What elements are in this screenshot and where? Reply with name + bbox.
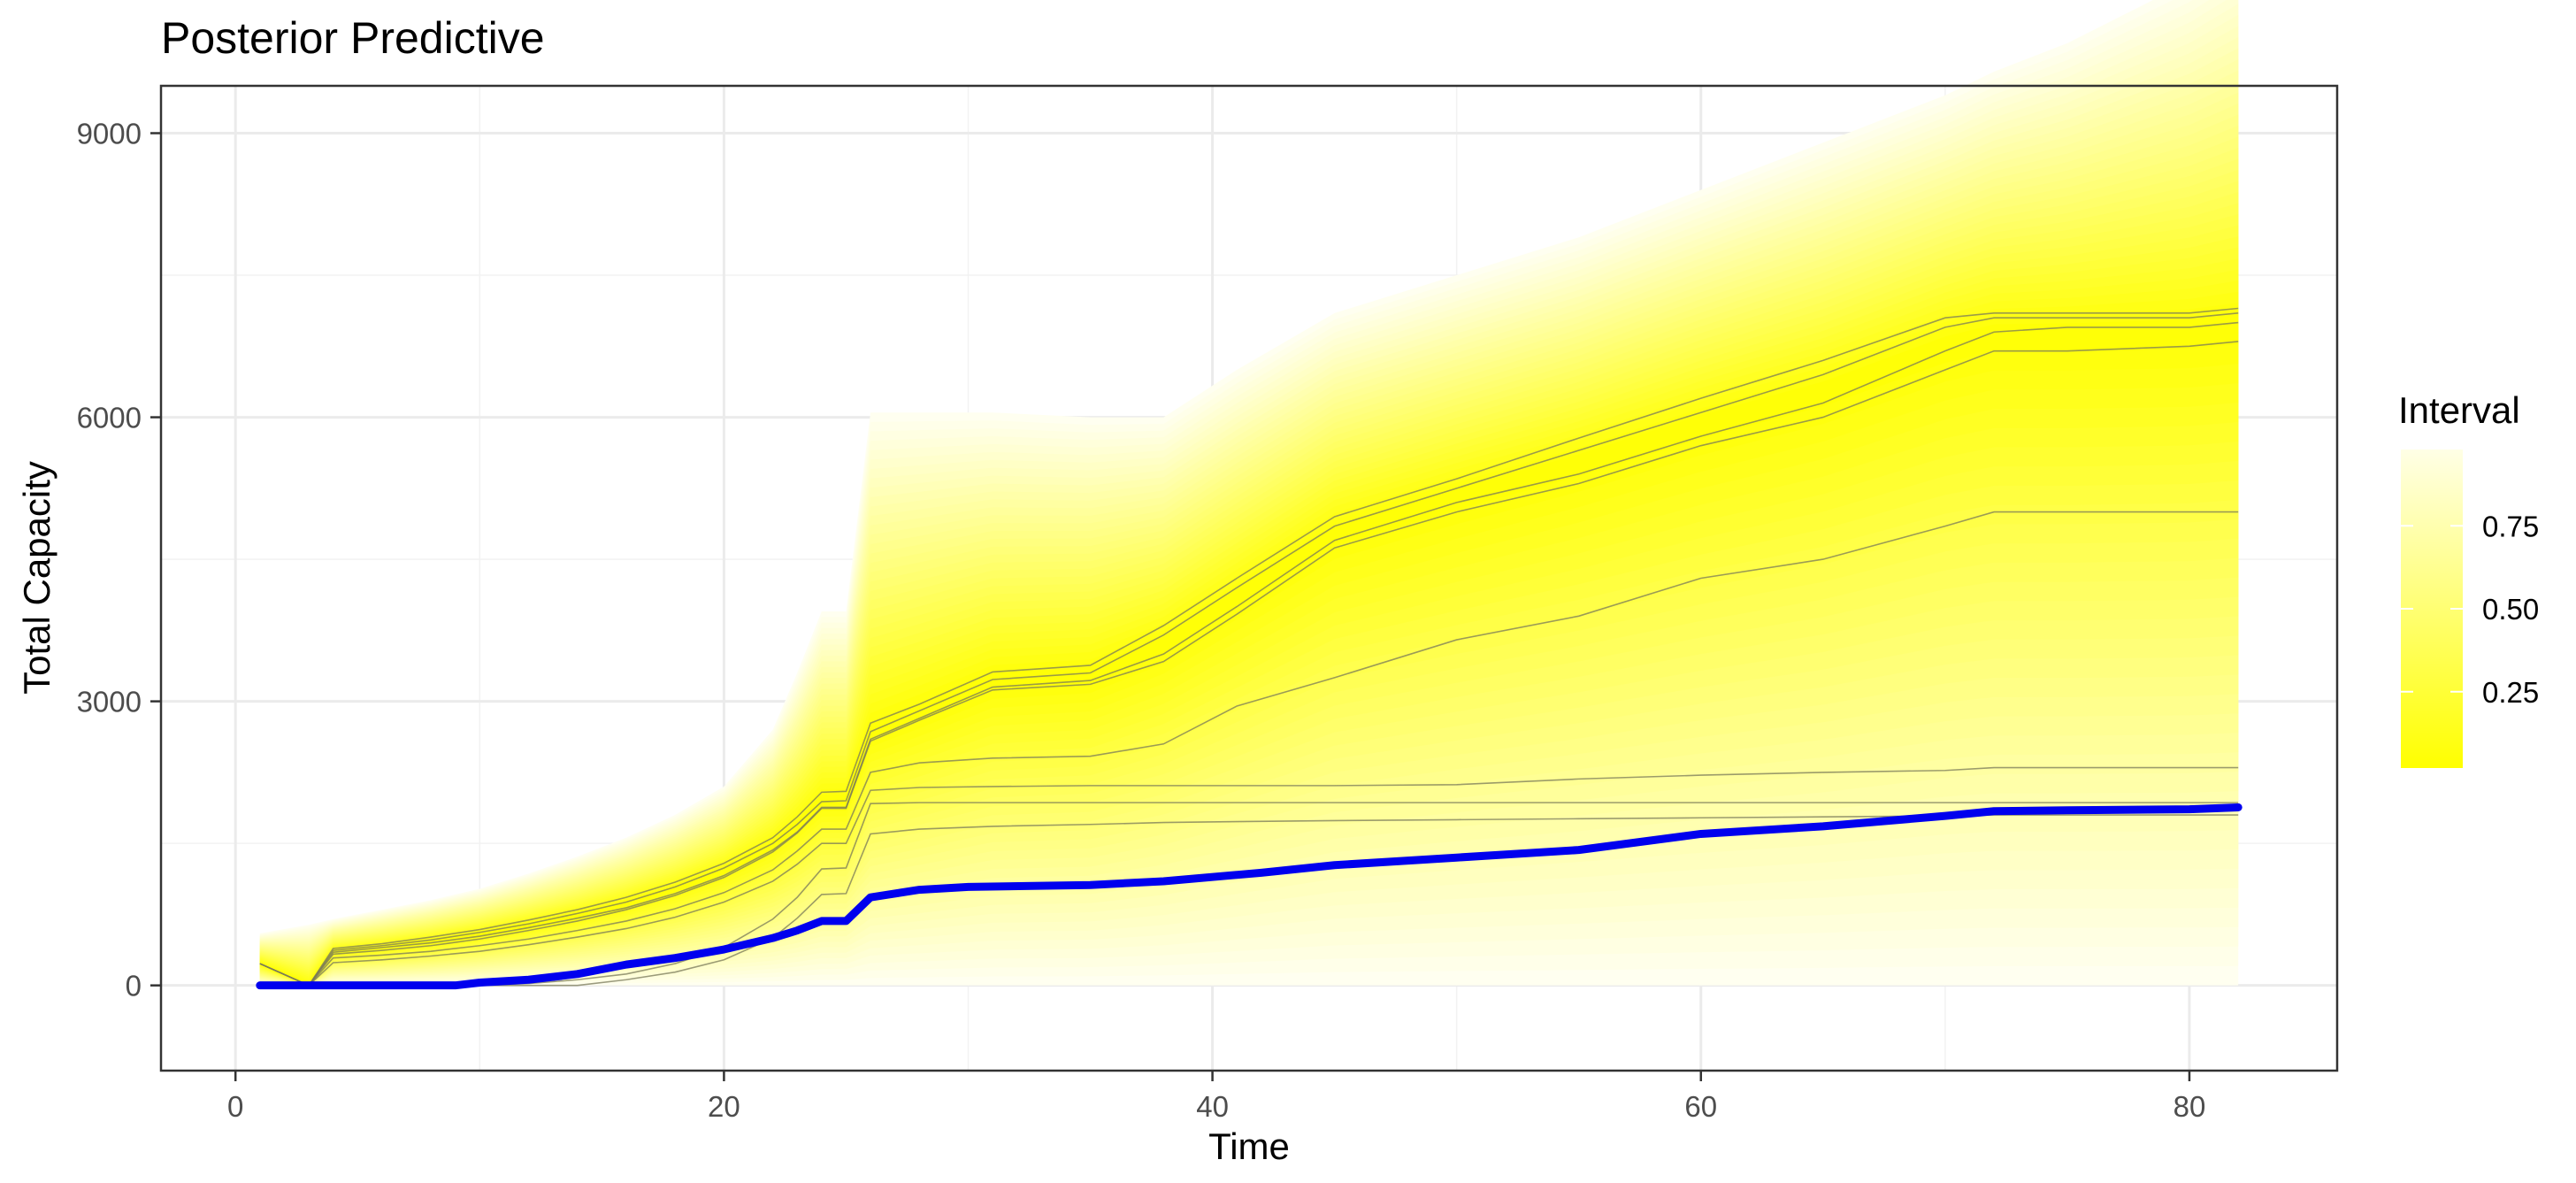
y-axis-ticks: 0 3000 6000 9000 (77, 118, 161, 1002)
quantile-line (259, 766, 2239, 987)
x-tick-label: 0 (227, 1090, 243, 1123)
chart-title: Posterior Predictive (161, 13, 545, 63)
quantile-line (259, 341, 2239, 987)
y-tick-label: 9000 (77, 118, 142, 150)
quantile-line (259, 321, 2239, 987)
quantile-line (259, 511, 2239, 987)
y-tick-label: 0 (126, 970, 142, 1002)
x-axis-ticks: 0 20 40 60 80 (227, 1071, 2205, 1123)
legend-label: 0.75 (2482, 510, 2539, 542)
legend-title: Interval (2398, 389, 2520, 431)
y-tick-label: 3000 (77, 686, 142, 718)
x-tick-label: 40 (1196, 1090, 1229, 1123)
legend-label: 0.25 (2482, 676, 2539, 709)
legend-label: 0.50 (2482, 593, 2539, 626)
y-tick-label: 6000 (77, 402, 142, 434)
y-axis-title: Total Capacity (16, 461, 58, 695)
quantile-line (259, 307, 2239, 987)
x-tick-label: 20 (708, 1090, 740, 1123)
quantile-line (259, 312, 2239, 987)
x-axis-title: Time (1208, 1125, 1290, 1167)
plot-panel-border (159, 84, 2339, 1072)
x-tick-label: 60 (1684, 1090, 1717, 1123)
x-tick-label: 80 (2174, 1090, 2206, 1123)
observed-capacity-line (256, 803, 2242, 990)
legend-ticks: 0.75 0.50 0.25 (2401, 510, 2539, 709)
posterior-quantile-lines (259, 307, 2239, 987)
legend: Interval 0.75 0.50 0.25 (2398, 389, 2539, 768)
posterior-interval-bands (259, 0, 2239, 986)
